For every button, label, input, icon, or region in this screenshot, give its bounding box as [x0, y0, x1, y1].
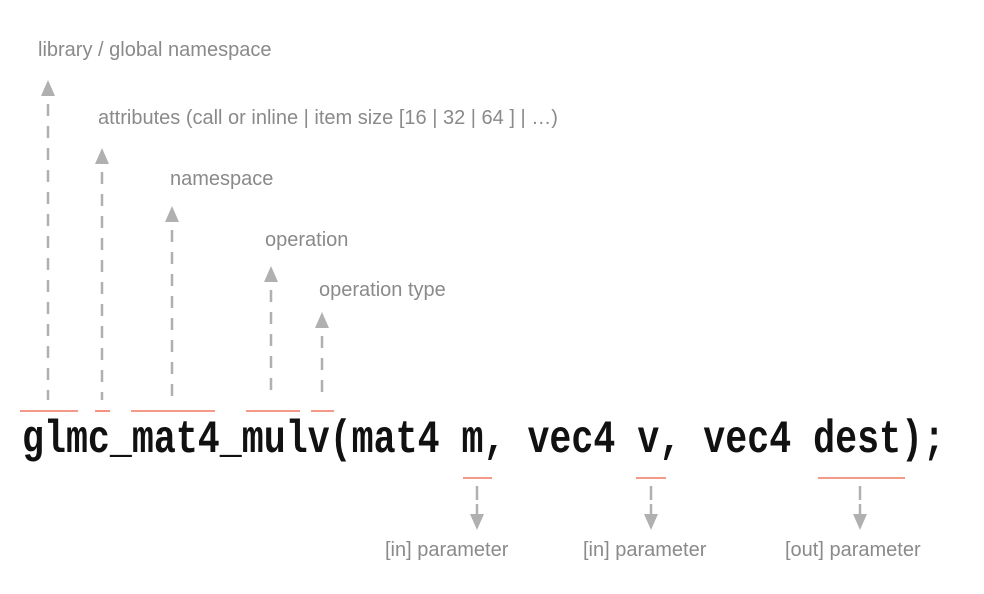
arrow-operation — [264, 266, 278, 400]
arrow-library — [41, 80, 55, 400]
arrow-param-dest — [853, 486, 867, 530]
label-operation-type: operation type — [319, 279, 446, 301]
label-library: library / global namespace — [38, 39, 271, 61]
label-attributes: attributes (call or inline | item size [… — [98, 107, 558, 129]
label-namespace: namespace — [170, 168, 273, 190]
arrow-namespace — [165, 206, 179, 400]
label-param-v: [in] parameter — [583, 539, 707, 561]
label-param-m: [in] parameter — [385, 539, 509, 561]
arrow-operation-type — [315, 312, 329, 400]
function-signature: glmc_mat4_mulv(mat4 m, vec4 v, vec4 dest… — [22, 414, 945, 466]
label-operation: operation — [265, 229, 348, 251]
arrow-param-m — [470, 486, 484, 530]
arrow-param-v — [644, 486, 658, 530]
arrow-attributes — [95, 148, 109, 400]
label-param-dest: [out] parameter — [785, 539, 921, 561]
